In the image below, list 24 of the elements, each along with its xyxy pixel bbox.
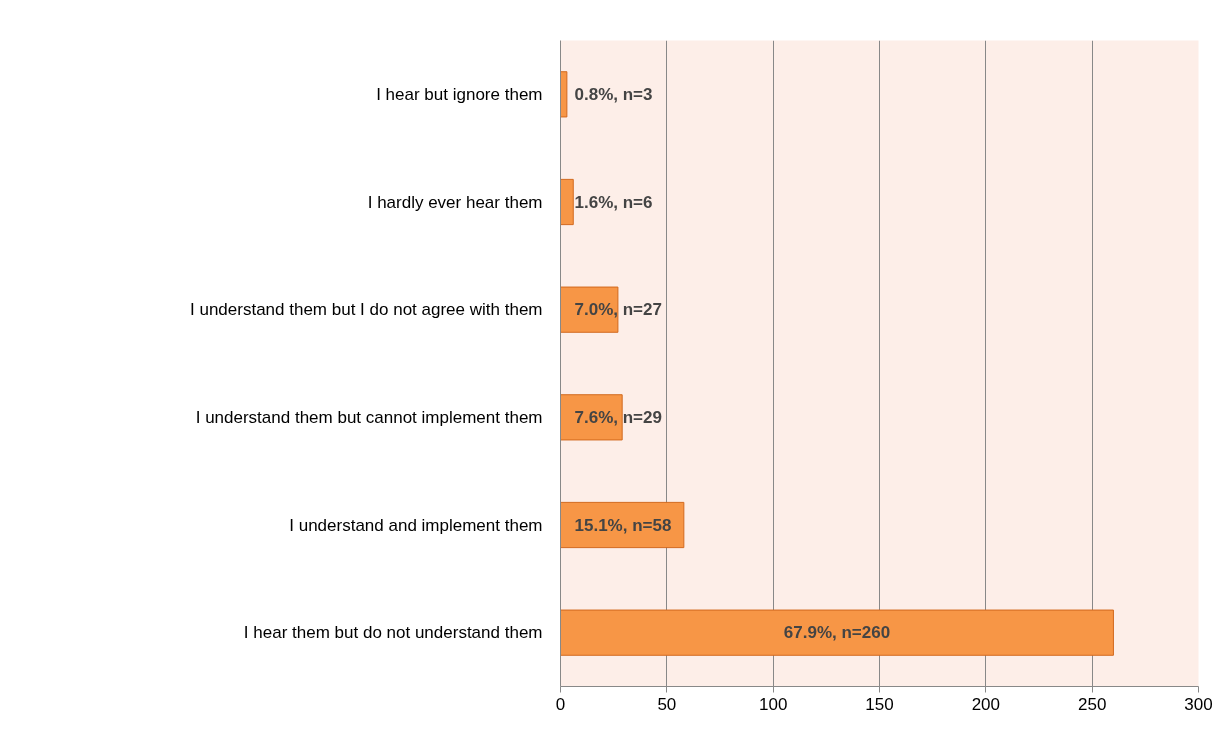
x-tick-label: 250 xyxy=(1077,694,1107,714)
bar xyxy=(560,178,574,226)
bar xyxy=(560,286,619,333)
y-tick-label: I hear but ignore them xyxy=(376,84,543,104)
y-tick-label: I understand them but cannot implement them xyxy=(195,407,543,427)
data-label: 7.0%, n=27 xyxy=(574,300,662,320)
data-label: 15.1%, n=58 xyxy=(574,515,672,535)
data-label: 0.8%, n=3 xyxy=(574,84,653,104)
x-tick-label: 300 xyxy=(1184,694,1213,714)
x-tick-label: 50 xyxy=(657,694,677,714)
bar xyxy=(560,609,1114,656)
x-tick-label: 0 xyxy=(555,694,566,714)
data-label: 67.9%, n=260 xyxy=(783,623,891,643)
y-tick-label: I hear them but do not understand them xyxy=(243,623,543,643)
bar xyxy=(560,394,623,441)
y-tick-label: I understand and implement them xyxy=(289,515,543,535)
y-tick-label: I hardly ever hear them xyxy=(367,192,543,212)
x-tick-label: 100 xyxy=(758,694,788,714)
x-tick-label: 200 xyxy=(971,694,1001,714)
x-tick-label: 150 xyxy=(865,694,894,714)
bar xyxy=(560,71,568,118)
data-label: 7.6%, n=29 xyxy=(574,407,662,427)
y-tick-label: I understand them but I do not agree with them xyxy=(190,300,543,320)
data-label: 1.6%, n=6 xyxy=(574,192,653,212)
